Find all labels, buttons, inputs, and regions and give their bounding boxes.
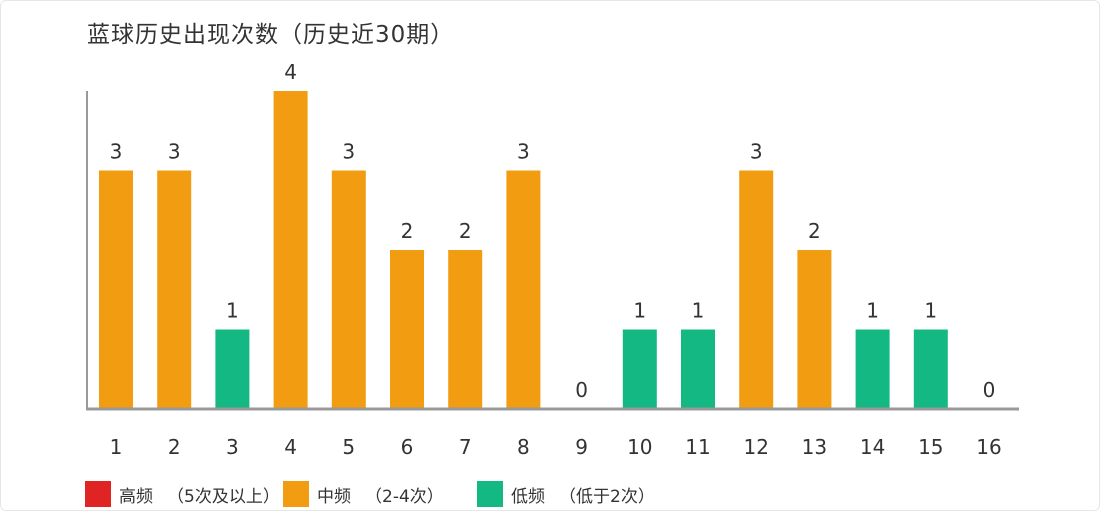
bar-2 [157,170,192,409]
x-tick-label-5: 5 [342,435,355,459]
value-label-5: 3 [342,140,355,164]
bar-4 [273,91,308,409]
legend-item-high: 高频 （5次及以上） [85,480,280,508]
bar-15 [913,329,948,409]
value-label-3: 1 [226,299,239,323]
value-label-10: 1 [633,299,646,323]
x-tick-label-3: 3 [226,435,239,459]
bar-3 [215,329,250,409]
bar-13 [797,250,832,409]
value-label-8: 3 [517,140,530,164]
value-label-2: 3 [168,140,181,164]
bar-14 [855,329,890,409]
value-label-4: 4 [284,60,297,84]
legend-item-mid: 中频 （2-4次） [283,480,444,508]
x-tick-label-12: 12 [743,435,768,459]
legend-item-low: 低频 （低于2次） [477,480,655,508]
legend-note-high: （5次及以上） [167,486,280,507]
legend-swatch-mid [283,481,309,507]
x-tick-label-8: 8 [517,435,530,459]
legend-swatch-low [477,481,503,507]
legend-swatch-high [85,481,111,507]
value-label-16: 0 [983,378,996,402]
x-tick-label-14: 14 [860,435,885,459]
bar-5 [331,170,366,409]
x-tick-label-15: 15 [918,435,943,459]
value-label-1: 3 [110,140,123,164]
legend-label-high: 高频 [119,486,153,507]
value-label-13: 2 [808,219,821,243]
x-tick-label-6: 6 [401,435,414,459]
bar-10 [622,329,657,409]
x-tick-label-7: 7 [459,435,472,459]
bar-12 [739,170,774,409]
x-tick-label-4: 4 [284,435,297,459]
x-tick-labels-group: 1 2 3 4 5 6 7 8 9 10 11 12 13 14 15 16 [110,435,1002,459]
bar-7 [448,250,483,409]
value-label-6: 2 [401,219,414,243]
x-tick-label-2: 2 [168,435,181,459]
chart-title: 蓝球历史出现次数（历史近30期） [87,22,455,48]
bar-11 [681,329,715,409]
x-tick-label-9: 9 [575,435,588,459]
bar-6 [390,250,424,409]
value-label-11: 1 [692,299,705,323]
x-tick-label-13: 13 [802,435,827,459]
bar-8 [506,170,541,409]
value-labels-group: 3 3 1 4 3 2 2 3 0 1 1 3 2 1 1 0 [110,60,996,402]
x-tick-label-1: 1 [110,435,123,459]
value-label-7: 2 [459,219,472,243]
value-label-15: 1 [924,299,937,323]
legend-label-mid: 中频 [317,486,351,507]
x-tick-label-16: 16 [976,435,1001,459]
legend-note-mid: （2-4次） [365,486,444,507]
value-label-9: 0 [575,378,588,402]
legend-label-low: 低频 [511,486,545,507]
bar-1 [99,170,133,409]
value-label-14: 1 [866,299,879,323]
bars-group [99,91,948,409]
value-label-12: 3 [750,140,763,164]
x-tick-label-11: 11 [685,435,710,459]
x-tick-label-10: 10 [627,435,652,459]
legend-note-low: （低于2次） [559,486,655,507]
